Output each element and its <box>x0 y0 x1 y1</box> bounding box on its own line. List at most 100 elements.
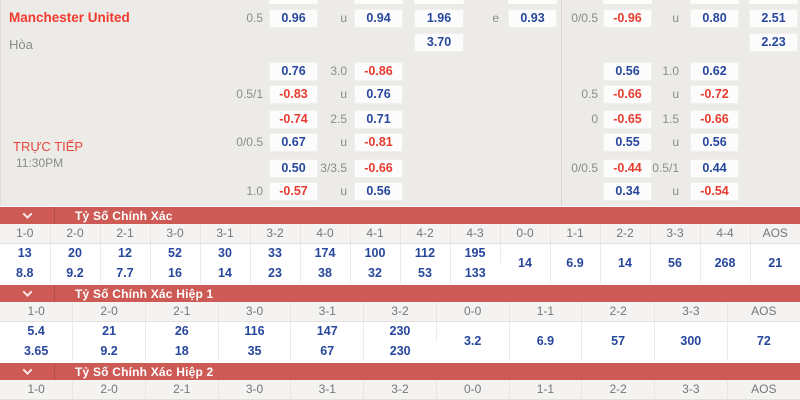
score-section-title: Tỷ Số Chính Xác <box>75 208 173 223</box>
score-odds-cell[interactable]: 33 <box>250 243 301 263</box>
score-odds-cell[interactable]: 53 <box>400 263 451 283</box>
odds-box[interactable]: -0.72 <box>690 85 739 104</box>
score-odds-cell[interactable]: 133 <box>464 266 486 280</box>
score-section-banner[interactable]: Tỷ Số Chính Xác Hiệp 2 <box>0 363 800 380</box>
score-odds-cell[interactable]: 3.2 <box>436 321 510 361</box>
score-odds-cell[interactable]: 6.9 <box>509 321 583 361</box>
score-odds-cell[interactable]: 56 <box>650 243 701 283</box>
score-odds-cell[interactable]: 30 <box>200 243 251 263</box>
score-odds-cell[interactable]: 14 <box>600 243 651 283</box>
odds-box[interactable]: -0.65 <box>603 110 652 129</box>
score-odds-cell[interactable]: 3.65 <box>0 341 74 361</box>
odds-box[interactable]: 0.71 <box>354 110 403 129</box>
score-odds-cell[interactable]: 23 <box>250 263 301 283</box>
odds-box[interactable]: 1.96 <box>414 9 464 28</box>
odds-box[interactable]: -0.83 <box>269 85 318 104</box>
odds-box[interactable]: -0.74 <box>269 110 318 129</box>
odds-box[interactable]: 2.51 <box>749 9 798 28</box>
score-odds-cell[interactable]: 21 <box>72 321 146 341</box>
score-odds-cell[interactable]: 38 <box>300 263 351 283</box>
score-odds-cell[interactable]: 230 <box>363 321 437 341</box>
odds-box[interactable]: 0.94 <box>354 9 403 28</box>
odds-box[interactable]: -0.54 <box>690 182 739 201</box>
odds-box[interactable]: -0.44 <box>603 159 652 178</box>
line-label: 2.5 <box>330 112 347 126</box>
odds-box[interactable]: 0.56 <box>690 133 739 152</box>
odds-box[interactable]: 0.55 <box>603 133 652 152</box>
odds-box[interactable]: 2.23 <box>749 33 798 52</box>
score-odds-cell[interactable]: 21 <box>768 256 783 271</box>
score-odds-cell[interactable]: 9.2 <box>50 263 101 283</box>
cutoff-odds-box <box>508 0 557 4</box>
odds-box[interactable]: -0.57 <box>269 182 318 201</box>
odds-box[interactable]: 0.96 <box>269 9 318 28</box>
score-odds-cell[interactable]: 20 <box>50 243 101 263</box>
score-odds-cell[interactable]: 35 <box>218 341 292 361</box>
score-table-host: 1-0 2-0 2-1 3-0 3-1 3-2 0-0 1-1 2-2 3-3 AOS <box>0 380 800 400</box>
score-column-header: 3-3 <box>650 224 701 244</box>
line-label: u <box>672 11 679 25</box>
odds-box[interactable]: -0.81 <box>354 133 403 152</box>
line-label: 0/0.5 <box>571 161 598 175</box>
score-odds-cell[interactable]: 116 <box>218 321 292 341</box>
score-column-header: AOS <box>727 302 800 322</box>
odds-box[interactable]: 0.56 <box>603 62 652 81</box>
score-odds-cell[interactable]: 26 <box>145 321 219 341</box>
score-odds-cell[interactable]: 12 <box>100 243 151 263</box>
score-odds-cell[interactable]: 9.2 <box>72 341 146 361</box>
odds-box[interactable]: 0.62 <box>690 62 739 81</box>
score-section-banner[interactable]: Tỷ Số Chính Xác <box>0 207 800 224</box>
score-odds-cell[interactable]: 72 <box>756 334 771 349</box>
score-odds-cell[interactable]: 7.7 <box>100 263 151 283</box>
odds-box[interactable]: 0.34 <box>603 182 652 201</box>
score-odds-cell[interactable]: 13 <box>0 243 51 263</box>
score-odds-cell[interactable]: 100 <box>350 243 401 263</box>
line-label: u <box>672 135 679 149</box>
odds-box[interactable]: 0.80 <box>690 9 739 28</box>
odds-box[interactable]: -0.86 <box>354 62 403 81</box>
score-odds-cell[interactable]: 67 <box>290 341 365 361</box>
score-odds-cell[interactable]: 112 <box>400 243 451 263</box>
odds-box[interactable]: -0.96 <box>603 9 652 28</box>
score-odds-cell[interactable]: 268 <box>700 243 751 283</box>
score-odds-cell[interactable]: 174 <box>300 243 351 263</box>
odds-box[interactable]: 0.67 <box>269 133 318 152</box>
odds-box[interactable]: -0.66 <box>603 85 652 104</box>
score-column-header: 2-0 <box>72 302 146 322</box>
chevron-down-icon[interactable] <box>0 207 55 224</box>
chevron-down-icon[interactable] <box>0 363 55 380</box>
score-table: 1-0 2-0 2-1 3-0 3-1 3-2 0-0 1-1 2-2 3-3 AOS <box>0 380 800 400</box>
score-odds-cell[interactable]: 300 <box>654 321 728 361</box>
odds-box[interactable]: 0.76 <box>269 62 318 81</box>
score-odds-cell[interactable]: 8.8 <box>0 263 51 283</box>
odds-box[interactable]: -0.66 <box>354 159 403 178</box>
score-odds-cell[interactable]: 18 <box>145 341 219 361</box>
score-column-header: 2-2 <box>581 302 655 322</box>
score-odds-cell[interactable]: 147 <box>290 321 365 341</box>
score-odds-cell[interactable]: 57 <box>581 321 655 361</box>
score-section-banner[interactable]: Tỷ Số Chính Xác Hiệp 1 <box>0 285 800 302</box>
odds-box[interactable]: 0.93 <box>508 9 557 28</box>
odds-box[interactable]: 0.50 <box>269 159 318 178</box>
score-column-header: 3-2 <box>363 380 437 400</box>
score-odds-cell[interactable]: 52 <box>150 243 201 263</box>
odds-box[interactable]: -0.66 <box>690 110 739 129</box>
odds-box[interactable]: 0.44 <box>690 159 739 178</box>
score-column-header: 2-0 <box>72 380 146 400</box>
score-column-header: 3-3 <box>654 380 728 400</box>
chevron-down-icon[interactable] <box>0 285 55 302</box>
score-odds-cell[interactable]: 5.4 <box>0 321 74 341</box>
score-odds-cell[interactable]: 6.9 <box>550 243 601 283</box>
score-column-header: AOS <box>750 224 800 244</box>
odds-box[interactable]: 0.56 <box>354 182 403 201</box>
odds-box[interactable]: 0.76 <box>354 85 403 104</box>
score-odds-cell[interactable]: 16 <box>150 263 201 283</box>
score-odds-cell[interactable]: 14 <box>500 243 551 283</box>
score-odds-cell[interactable]: 230 <box>389 344 411 358</box>
score-odds-cell[interactable]: 32 <box>350 263 401 283</box>
odds-box[interactable]: 3.70 <box>414 33 464 52</box>
score-odds-cell[interactable]: 195 <box>450 243 501 263</box>
score-odds-cell[interactable]: 14 <box>200 263 251 283</box>
score-column-header: 1-0 <box>0 302 74 322</box>
score-column-header: 3-1 <box>290 380 365 400</box>
